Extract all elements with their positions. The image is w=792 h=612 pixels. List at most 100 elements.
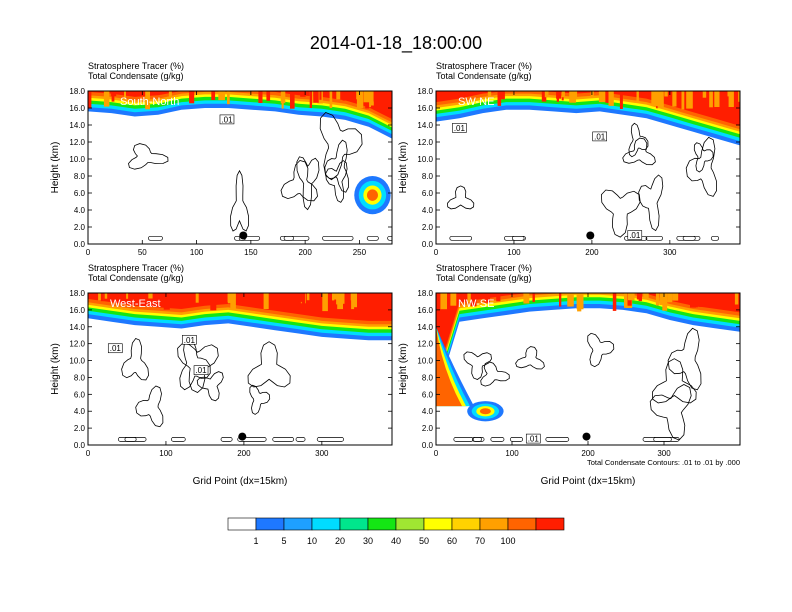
condensate-contour <box>247 341 291 388</box>
y-tick-label: 8.0 <box>74 373 86 382</box>
condensate-contour <box>280 160 318 202</box>
tracer-fringe <box>709 91 713 108</box>
tracer-fringe <box>734 293 739 305</box>
y-tick-label: 2.0 <box>422 223 434 232</box>
y-axis-label: Height (km) <box>398 142 409 194</box>
tracer-fringe <box>655 293 660 306</box>
y-tick-label: 12.0 <box>69 340 85 349</box>
tracer-fringe <box>227 293 233 304</box>
tracer-fringe <box>356 91 364 109</box>
tracer-fringe <box>450 293 457 306</box>
contour-label-box <box>193 365 209 375</box>
condensate-contour <box>135 385 164 428</box>
tracer-fringe <box>738 91 740 102</box>
plot-area: .01 NW-SE <box>436 293 740 445</box>
x-tick-label: 150 <box>244 248 258 257</box>
colorbar-label: 30 <box>363 536 373 546</box>
tracer-fringe <box>725 293 729 299</box>
x-tick-label: 300 <box>657 449 671 458</box>
y-tick-label: 14.0 <box>69 121 85 130</box>
y-tick-label: 4.0 <box>74 206 86 215</box>
condensate-contour <box>237 437 267 442</box>
tracer-fringe <box>498 91 505 100</box>
tracer-fringe <box>484 293 490 303</box>
x-tick-label: 100 <box>190 248 204 257</box>
tracer-fringe <box>664 91 668 97</box>
panel-subtitle-tracer: Stratosphere Tracer (%) <box>436 61 532 71</box>
contour-label: .01 <box>454 124 466 133</box>
tracer-fringe <box>487 91 492 98</box>
tracer-fringe <box>461 293 467 303</box>
x-tick-label: 250 <box>353 248 367 257</box>
y-tick-label: 0.0 <box>74 240 86 249</box>
contour-label: .01 <box>195 366 207 375</box>
condensate-contour <box>651 358 697 404</box>
y-tick-label: 10.0 <box>69 155 85 164</box>
tracer-fringe <box>290 91 295 109</box>
section-label: NW-SE <box>458 298 494 310</box>
panel-subtitle-condensate: Total Condensate (g/kg) <box>436 273 532 283</box>
tracer-fringe <box>624 293 627 308</box>
tracer-fringe <box>556 91 561 99</box>
colorbar-label: 20 <box>335 536 345 546</box>
contour-footnote: Total Condensate Contours: .01 to .01 by… <box>587 458 740 467</box>
x-tick-label: 200 <box>237 449 251 458</box>
tracer-fringe <box>258 91 263 103</box>
condensate-contour <box>319 112 363 181</box>
tracer-fringe <box>619 91 623 109</box>
tracer-fringe <box>598 91 606 103</box>
y-tick-label: 0.0 <box>74 441 86 450</box>
tracer-fringe <box>567 293 574 307</box>
panel-subtitle-tracer: Stratosphere Tracer (%) <box>88 61 184 71</box>
contour-label: .01 <box>221 115 233 124</box>
y-axis-label: Height (km) <box>398 343 409 395</box>
tracer-fringe <box>356 91 361 100</box>
section-label: West-East <box>110 298 161 310</box>
condensate-contour <box>121 338 150 381</box>
colorbar: 1 5 10 20 30 40 50 60 70 100 <box>227 517 565 546</box>
condensate-contour <box>480 361 510 387</box>
colorbar-segment <box>395 517 425 531</box>
contour-label: .01 <box>629 231 641 240</box>
tracer-fringe <box>148 293 153 299</box>
condensate-contour <box>676 235 701 241</box>
tracer-fringe <box>336 91 341 100</box>
contour-label-box <box>219 114 235 125</box>
y-tick-label: 8.0 <box>422 172 434 181</box>
tracer-fringe <box>111 91 117 97</box>
tracer-fringe <box>541 91 547 102</box>
condensate-contour <box>148 235 163 241</box>
condensate-contour <box>272 437 295 442</box>
condensate-contour <box>238 235 261 241</box>
condensate-contour <box>511 235 525 241</box>
chart-panel-west-east: Stratosphere Tracer (%)Total Condensate … <box>50 263 393 487</box>
condensate-contour <box>171 437 186 442</box>
tracer-fringe <box>342 91 346 101</box>
condensate-contour <box>490 437 505 442</box>
x-tick-label: 200 <box>585 248 599 257</box>
y-tick-label: 12.0 <box>69 138 85 147</box>
condensate-contour <box>128 143 169 170</box>
condensate-contour <box>220 437 233 442</box>
condensate-contour <box>645 235 663 241</box>
colorbar-segment <box>507 517 537 531</box>
x-tick-label: 0 <box>86 449 91 458</box>
y-tick-label: 0.0 <box>422 240 434 249</box>
tracer-fringe <box>608 91 614 106</box>
x-tick-label: 0 <box>86 248 91 257</box>
tracer-fringe <box>390 91 392 100</box>
condensate-contour <box>587 332 615 368</box>
tracer-fringe <box>319 91 322 100</box>
panel-subtitle-tracer: Stratosphere Tracer (%) <box>436 263 532 273</box>
panel-subtitle-condensate: Total Condensate (g/kg) <box>436 71 532 81</box>
y-tick-label: 6.0 <box>74 189 86 198</box>
tracer-fringe <box>298 293 304 302</box>
colorbar-segment <box>227 517 257 531</box>
tracer-fringe <box>313 91 319 103</box>
condensate-contour <box>447 185 475 210</box>
tracer-fringe <box>168 91 172 100</box>
tracer-fringe <box>336 293 343 305</box>
condensate-contour <box>693 142 714 173</box>
contour-label-box <box>627 230 643 240</box>
